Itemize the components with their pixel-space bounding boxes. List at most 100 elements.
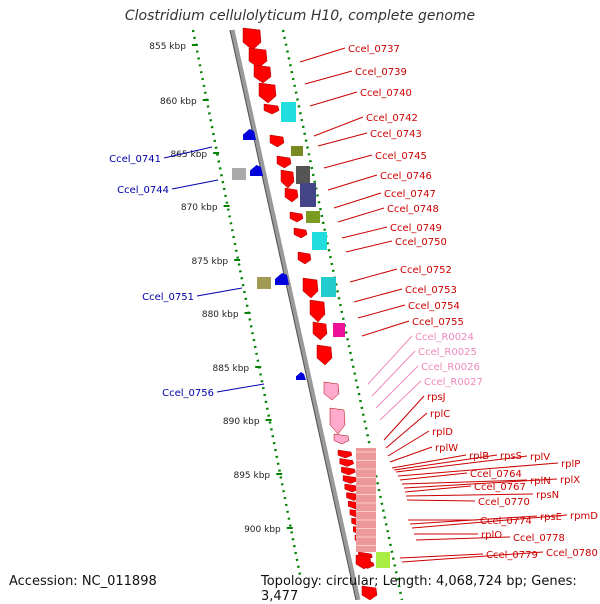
dense-gene-label: rplN <box>530 476 551 487</box>
gene-block <box>333 323 345 337</box>
gene-block <box>291 146 303 156</box>
ribosomal-gene-arrow <box>342 475 358 484</box>
dense-gene-label: rpsS <box>500 451 522 462</box>
label-connector <box>371 350 416 397</box>
label-connector <box>391 454 467 469</box>
dense-gene-label: Ccel_0767 <box>474 482 526 493</box>
label-connector <box>353 288 403 303</box>
label-connector <box>387 430 430 457</box>
rna-gene-label: Ccel_R0025 <box>418 347 477 358</box>
gene-block <box>321 277 336 297</box>
label-connector <box>406 499 476 502</box>
forward-gene-label: Ccel_0748 <box>387 204 439 215</box>
forward-gene-label: Ccel_0752 <box>400 265 452 276</box>
label-connector <box>385 412 428 449</box>
rna-gene-arrow <box>333 433 350 445</box>
reverse-gene-arrow <box>296 372 306 380</box>
rna-gene-label: Ccel_R0024 <box>415 332 474 343</box>
reverse-gene-label: Ccel_0741 <box>109 154 161 165</box>
reverse-strand-genes <box>232 129 306 380</box>
label-connector <box>395 455 528 473</box>
label-connector <box>409 515 538 525</box>
label-connector <box>415 536 511 541</box>
forward-gene-arrow <box>269 134 285 148</box>
label-connector <box>357 304 406 319</box>
forward-gene-label: Ccel_0755 <box>412 317 464 328</box>
gene-block <box>312 232 327 250</box>
label-connector <box>345 240 393 253</box>
forward-gene-arrow <box>302 277 319 299</box>
gene-block <box>296 166 310 184</box>
label-connector <box>333 192 382 209</box>
dense-gene-label: Ccel_0764 <box>470 469 522 480</box>
dense-gene-label: rpsN <box>536 490 559 501</box>
ribosomal-gene-arrow <box>339 458 355 467</box>
gene-block <box>306 211 320 223</box>
label-connector <box>411 514 568 529</box>
forward-gene-label: Ccel_0745 <box>375 151 427 162</box>
label-connector <box>216 383 265 393</box>
reverse-gene-label: Ccel_0756 <box>162 388 214 399</box>
dense-gene-label: Ccel_0774 <box>480 516 532 527</box>
ribosomal-gene-label: rpsJ <box>427 392 446 403</box>
scale-tick-label: 865 kbp <box>170 150 207 160</box>
forward-gene-arrow <box>263 103 280 115</box>
label-connector <box>323 154 373 169</box>
forward-gene-label: Ccel_0740 <box>360 88 412 99</box>
dense-gene-label: rplP <box>561 459 580 470</box>
ribosomal-gene-label: rplD <box>432 427 453 438</box>
label-connector <box>309 91 358 107</box>
genome-backbone-edge <box>229 29 357 600</box>
forward-gene-label: Ccel_0746 <box>380 171 432 182</box>
forward-gene-arrow <box>289 211 304 223</box>
green-gene-block <box>376 552 390 568</box>
forward-gene-arrow <box>276 155 292 169</box>
dense-gene-label: rplX <box>560 475 580 486</box>
ribosomal-gene-arrow <box>337 449 353 459</box>
reverse-gene-arrow <box>250 165 263 176</box>
forward-gene-arrow <box>309 299 326 323</box>
label-connector <box>196 287 243 297</box>
label-connector <box>313 116 364 137</box>
label-connector <box>163 146 213 159</box>
scale-tick-label: 890 kbp <box>223 417 260 427</box>
forward-gene-arrow <box>355 554 372 570</box>
forward-gene-arrow <box>253 64 272 84</box>
forward-gene-arrow <box>293 227 308 239</box>
forward-gene-label: Ccel_0742 <box>366 113 418 124</box>
forward-gene-arrow <box>316 344 333 366</box>
forward-gene-arrow <box>312 321 328 341</box>
label-connector <box>337 207 385 223</box>
label-connector <box>317 132 368 147</box>
scale-ticks: 855 kbp 860 kbp 865 kbp 870 kbp 875 kbp 880 k… <box>149 42 293 535</box>
label-connector <box>367 335 413 385</box>
forward-gene-label: Ccel_0737 <box>348 44 400 55</box>
dense-gene-label: Ccel_0780 <box>546 548 598 559</box>
dense-gene-label: rplV <box>530 452 550 463</box>
label-connector <box>399 472 468 481</box>
scale-tick-label: 860 kbp <box>160 97 197 107</box>
label-connector <box>299 47 346 63</box>
forward-gene-arrow <box>361 585 378 600</box>
dense-gene-label: Ccel_0779 <box>486 550 538 561</box>
label-connector <box>405 493 534 497</box>
forward-strand-genes <box>242 27 390 600</box>
ribosomal-band <box>356 448 376 552</box>
dense-gene-label: rplB <box>469 451 489 462</box>
scale-tick-label: 855 kbp <box>149 42 186 52</box>
forward-gene-arrow <box>242 27 262 51</box>
forward-gene-label: Ccel_0753 <box>405 285 457 296</box>
ribosomal-gene-arrow <box>344 483 360 493</box>
label-connector <box>304 70 353 85</box>
scale-tick-label: 880 kbp <box>202 310 239 320</box>
reverse-gene-arrow <box>243 129 256 140</box>
gene-block <box>300 183 316 207</box>
reverse-gene-arrow <box>275 273 289 285</box>
scale-dotted-line <box>191 29 302 576</box>
label-connector <box>397 462 559 477</box>
map-title: Clostridium cellulolyticum H10, complete… <box>124 8 476 24</box>
label-connector-lines <box>163 47 568 563</box>
forward-gene-arrow <box>297 251 312 265</box>
forward-gene-label: Ccel_0750 <box>395 237 447 248</box>
ribosomal-gene-label: rplW <box>435 443 458 454</box>
